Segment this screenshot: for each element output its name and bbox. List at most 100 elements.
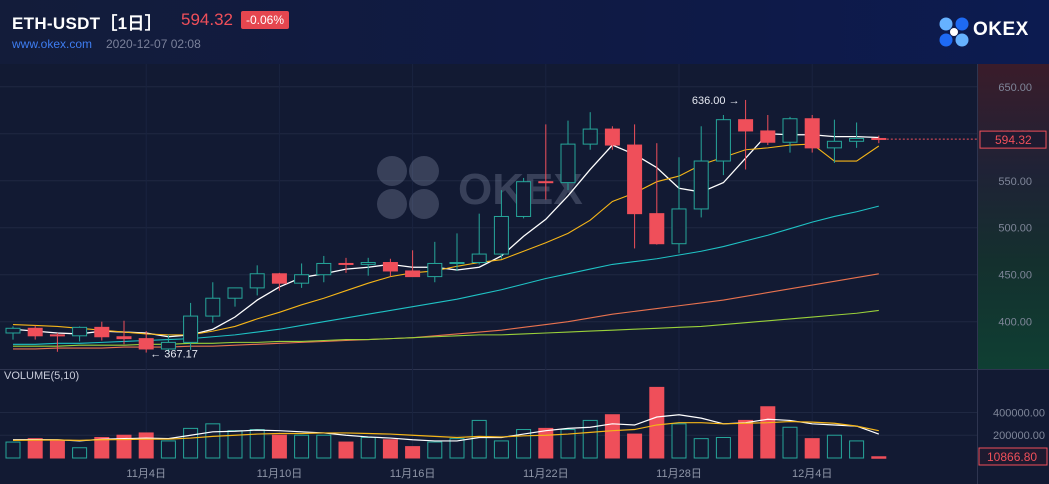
volume-ma10-line xyxy=(12,420,879,441)
ma-line-ma10 xyxy=(12,143,880,336)
candle-body xyxy=(826,140,842,149)
volume-bar xyxy=(871,456,887,459)
volume-bar xyxy=(316,434,332,459)
candle-body xyxy=(227,287,243,299)
volume-bar xyxy=(471,419,487,459)
volume-bar xyxy=(360,437,376,459)
last-volume-label: 10866.80 xyxy=(987,450,1037,464)
site-link[interactable]: www.okex.com xyxy=(12,37,93,51)
price-tick-label: 500.00 xyxy=(998,223,1032,235)
volume-bar xyxy=(760,406,776,459)
candle-body xyxy=(49,334,65,337)
volume-bar xyxy=(493,440,509,459)
candle-body xyxy=(449,262,465,265)
volume-tick-label: 400000.00 xyxy=(993,407,1045,419)
ma-line-ma60 xyxy=(13,273,879,350)
volume-bar xyxy=(294,434,310,459)
timestamp: 2020-12-07 02:08 xyxy=(106,37,201,51)
candlesticks xyxy=(5,99,887,353)
last-volume-tag: 10866.80 xyxy=(978,447,1048,466)
price-axis-panel xyxy=(978,64,1049,369)
volume-bar xyxy=(271,434,287,459)
volume-bar xyxy=(205,423,221,459)
volume-bar xyxy=(449,438,465,459)
volume-bar xyxy=(649,386,665,459)
volume-bar xyxy=(160,440,176,459)
volume-bar xyxy=(338,441,354,459)
gridlines xyxy=(0,64,977,458)
volume-bar xyxy=(627,433,643,459)
volume-bar xyxy=(738,419,754,459)
volume-bar xyxy=(849,440,865,459)
volume-axis-ticks: 400000.00 200000.00 xyxy=(993,407,1045,442)
date-axis: 11月4日 11月10日 11月16日 11月22日 11月28日 12月4日 xyxy=(126,468,832,480)
candle-body xyxy=(604,128,620,146)
okex-logo: OKEX xyxy=(936,14,1036,50)
price-tick-label: 400.00 xyxy=(998,317,1032,329)
candle-body xyxy=(671,208,687,245)
ma-line-ma30 xyxy=(13,205,879,345)
candle-body xyxy=(382,262,398,272)
candle-body xyxy=(271,273,287,284)
volume-bar xyxy=(671,423,687,459)
price-tick-label: 550.00 xyxy=(998,176,1032,188)
candle-body xyxy=(649,213,665,245)
candle-body xyxy=(738,119,754,132)
volume-bar xyxy=(27,438,43,459)
volume-bar xyxy=(382,439,398,459)
date-tick-label: 11月16日 xyxy=(390,468,436,480)
volume-bar xyxy=(116,434,132,459)
volume-bar xyxy=(782,426,798,459)
candle-body xyxy=(804,118,820,149)
last-price: 594.32 xyxy=(181,10,233,29)
candle-body xyxy=(427,262,443,278)
candle-body xyxy=(471,253,487,264)
candle-body xyxy=(294,274,310,284)
volume-bar xyxy=(582,419,598,459)
volume-bar xyxy=(538,427,554,459)
candle-body xyxy=(249,273,265,289)
date-tick-label: 11月4日 xyxy=(126,468,166,480)
chart-background xyxy=(0,64,1049,484)
candle-body xyxy=(782,118,798,143)
volume-bar xyxy=(94,437,110,459)
last-price-tag: 594.32 xyxy=(878,130,1047,149)
volume-bar xyxy=(183,427,199,459)
date-tick-label: 11月22日 xyxy=(523,468,569,480)
volume-bar xyxy=(693,438,709,459)
volume-bar xyxy=(138,432,154,459)
price-chart[interactable]: OKEX 650.00600.00550.00500.00450.00400.0… xyxy=(0,64,1049,484)
brand-name: OKEX xyxy=(973,19,1029,40)
price-tick-label: 450.00 xyxy=(998,270,1032,282)
chart-header: ETH-USDT［1日］ 594.32 -0.06% www.okex.com … xyxy=(0,0,1049,64)
date-tick-label: 12月4日 xyxy=(792,468,832,480)
moving-average-lines xyxy=(12,133,880,350)
volume-bar xyxy=(5,441,21,459)
candle-body xyxy=(715,119,731,162)
candle-body xyxy=(516,181,532,217)
volume-bar xyxy=(72,447,88,459)
candle-body xyxy=(627,144,643,215)
volume-bar xyxy=(49,440,65,459)
volume-tick-label: 200000.00 xyxy=(993,430,1045,442)
candle-body xyxy=(116,336,132,340)
date-tick-label: 11月10日 xyxy=(257,468,303,480)
candle-body xyxy=(27,327,43,337)
price-tick-label: 650.00 xyxy=(998,82,1032,94)
high-label: 636.00 → xyxy=(692,95,740,107)
volume-bar xyxy=(604,414,620,459)
candle-body xyxy=(560,143,576,184)
candle-body xyxy=(360,262,376,265)
volume-bar xyxy=(804,438,820,459)
volume-title: VOLUME(5,10) xyxy=(4,370,79,382)
candle-body xyxy=(538,181,554,184)
candle-body xyxy=(138,338,154,350)
candle-body xyxy=(582,128,598,145)
volume-bar xyxy=(427,441,443,459)
candle-body xyxy=(94,326,110,338)
ma-line-ma90 xyxy=(13,309,879,347)
volume-bar xyxy=(826,434,842,459)
candle-body xyxy=(338,262,354,265)
candle-body xyxy=(5,327,21,334)
candle-body xyxy=(160,341,176,350)
